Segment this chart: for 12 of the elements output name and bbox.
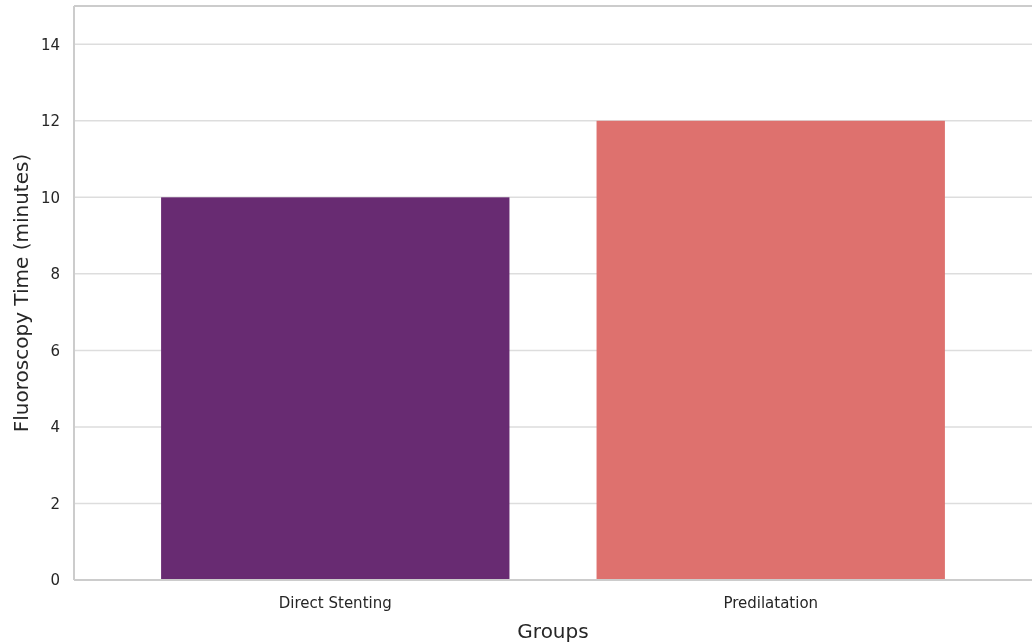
y-axis-title: Fluoroscopy Time (minutes) <box>9 153 33 433</box>
y-tick-label: 14 <box>40 35 60 54</box>
x-tick-label: Predilatation <box>723 594 819 612</box>
y-tick-label: 0 <box>50 571 60 590</box>
y-tick-label: 8 <box>50 265 60 284</box>
y-tick-label: 4 <box>50 418 60 437</box>
y-tick-label: 10 <box>40 188 60 207</box>
x-axis-title: Groups <box>517 619 589 643</box>
y-tick-label: 6 <box>50 341 60 360</box>
y-tick-label: 2 <box>50 494 60 513</box>
y-tick-label: 12 <box>40 112 60 131</box>
x-tick-label: Direct Stenting <box>278 594 392 612</box>
